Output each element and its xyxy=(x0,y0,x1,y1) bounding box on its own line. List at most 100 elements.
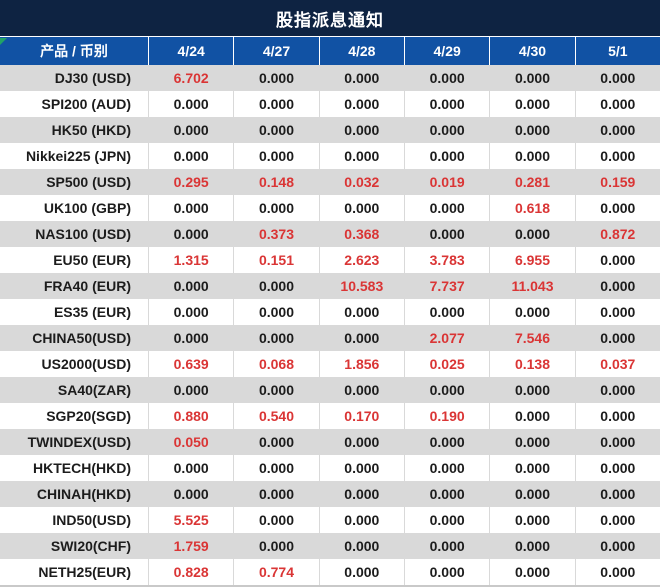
dividend-value-highlighted: 0.068 xyxy=(233,351,318,377)
dividend-value: 0.000 xyxy=(233,455,318,481)
column-header-date: 4/28 xyxy=(318,37,404,65)
dividend-value-highlighted: 0.148 xyxy=(233,169,318,195)
dividend-value: 0.000 xyxy=(318,65,404,91)
table-row: EU50 (EUR) 1.315 0.151 2.623 3.783 6.955 0.000 xyxy=(0,247,660,273)
product-name: IND50(USD) xyxy=(52,512,131,528)
table-row: US2000(USD) 0.639 0.068 1.856 0.025 0.138 0.03… xyxy=(0,351,660,377)
product-name: SPI200 (AUD) xyxy=(41,96,131,112)
dividend-value: 0.000 xyxy=(489,65,574,91)
dividend-value: 0.000 xyxy=(489,143,574,169)
dividend-value: 0.000 xyxy=(403,221,489,247)
dividend-value: 0.000 xyxy=(233,507,318,533)
dividend-value-highlighted: 0.540 xyxy=(233,403,318,429)
dividend-value: 0.000 xyxy=(148,299,233,325)
dividend-value: 0.000 xyxy=(574,195,660,221)
dividend-value-highlighted: 0.170 xyxy=(318,403,404,429)
excel-corner-marker-icon xyxy=(0,38,7,45)
dividend-value: 0.000 xyxy=(489,299,574,325)
dividend-value: 0.000 xyxy=(574,117,660,143)
column-header-date: 4/30 xyxy=(489,37,574,65)
dividend-value-highlighted: 7.546 xyxy=(489,325,574,351)
dividend-value: 0.000 xyxy=(489,221,574,247)
dividend-value-highlighted: 2.623 xyxy=(318,247,404,273)
table-row: ES35 (EUR) 0.000 0.000 0.000 0.000 0.000 0.000 xyxy=(0,299,660,325)
dividend-value-highlighted: 1.759 xyxy=(148,533,233,559)
product-name: ES35 (EUR) xyxy=(53,304,131,320)
dividend-value: 0.000 xyxy=(148,455,233,481)
dividend-value: 0.000 xyxy=(233,533,318,559)
dividend-value: 0.000 xyxy=(489,429,574,455)
dividend-value: 0.000 xyxy=(233,377,318,403)
dividend-value-highlighted: 0.159 xyxy=(574,169,660,195)
dividend-value-highlighted: 0.050 xyxy=(148,429,233,455)
dividend-value-highlighted: 0.032 xyxy=(318,169,404,195)
dividend-value-highlighted: 0.138 xyxy=(489,351,574,377)
dividend-table: 产品 / 币别 4/24 4/27 4/28 4/29 4/30 5/1 DJ30 (USD… xyxy=(0,36,660,585)
panel-title: 股指派息通知 xyxy=(0,0,660,36)
product-name: CHINA50(USD) xyxy=(32,330,131,346)
dividend-value-highlighted: 11.043 xyxy=(489,273,574,299)
dividend-value: 0.000 xyxy=(318,455,404,481)
dividend-value: 0.000 xyxy=(318,533,404,559)
dividend-value: 0.000 xyxy=(574,91,660,117)
dividend-value: 0.000 xyxy=(489,377,574,403)
dividend-value-highlighted: 0.872 xyxy=(574,221,660,247)
table-row: NETH25(EUR) 0.828 0.774 0.000 0.000 0.000 0.00… xyxy=(0,559,660,585)
dividend-value: 0.000 xyxy=(318,559,404,585)
product-name: HKTECH(HKD) xyxy=(33,460,131,476)
dividend-value: 0.000 xyxy=(148,143,233,169)
dividend-value-highlighted: 7.737 xyxy=(403,273,489,299)
dividend-value-highlighted: 0.368 xyxy=(318,221,404,247)
table-row: DJ30 (USD) 6.702 0.000 0.000 0.000 0.000 0.000 xyxy=(0,65,660,91)
dividend-value: 0.000 xyxy=(403,195,489,221)
dividend-value-highlighted: 0.639 xyxy=(148,351,233,377)
dividend-value: 0.000 xyxy=(148,117,233,143)
dividend-value: 0.000 xyxy=(574,299,660,325)
table-header-row: 产品 / 币别 4/24 4/27 4/28 4/29 4/30 5/1 xyxy=(0,36,660,65)
table-row: UK100 (GBP) 0.000 0.000 0.000 0.000 0.618 0.00… xyxy=(0,195,660,221)
dividend-value-highlighted: 5.525 xyxy=(148,507,233,533)
dividend-value: 0.000 xyxy=(574,455,660,481)
table-row: HKTECH(HKD) 0.000 0.000 0.000 0.000 0.000 0.00… xyxy=(0,455,660,481)
dividend-value: 0.000 xyxy=(403,559,489,585)
dividend-value-highlighted: 0.618 xyxy=(489,195,574,221)
dividend-value: 0.000 xyxy=(318,377,404,403)
dividend-value: 0.000 xyxy=(403,377,489,403)
table-row: IND50(USD) 5.525 0.000 0.000 0.000 0.000 0.000 xyxy=(0,507,660,533)
dividend-value: 0.000 xyxy=(574,325,660,351)
product-name: UK100 (GBP) xyxy=(43,200,131,216)
dividend-value: 0.000 xyxy=(318,507,404,533)
dividend-value: 0.000 xyxy=(574,377,660,403)
dividend-value: 0.000 xyxy=(403,507,489,533)
dividend-value: 0.000 xyxy=(233,65,318,91)
product-name: SP500 (USD) xyxy=(46,174,131,190)
product-name: NAS100 (USD) xyxy=(35,226,131,242)
dividend-value: 0.000 xyxy=(318,325,404,351)
dividend-value: 0.000 xyxy=(574,65,660,91)
dividend-value: 0.000 xyxy=(403,455,489,481)
dividend-value-highlighted: 2.077 xyxy=(403,325,489,351)
dividend-value: 0.000 xyxy=(489,481,574,507)
product-name: EU50 (EUR) xyxy=(53,252,131,268)
dividend-value: 0.000 xyxy=(318,117,404,143)
dividend-value: 0.000 xyxy=(574,403,660,429)
table-row: CHINAH(HKD) 0.000 0.000 0.000 0.000 0.000 0.00… xyxy=(0,481,660,507)
dividend-value: 0.000 xyxy=(148,195,233,221)
product-name: SGP20(SGD) xyxy=(46,408,131,424)
dividend-value: 0.000 xyxy=(233,143,318,169)
product-name: CHINAH(HKD) xyxy=(36,486,131,502)
dividend-value: 0.000 xyxy=(574,533,660,559)
dividend-value: 0.000 xyxy=(403,65,489,91)
dividend-value-highlighted: 1.315 xyxy=(148,247,233,273)
table-row: CHINA50(USD) 0.000 0.000 0.000 2.077 7.546 0.0… xyxy=(0,325,660,351)
product-name: TWINDEX(USD) xyxy=(27,434,131,450)
table-row: TWINDEX(USD) 0.050 0.000 0.000 0.000 0.000 0.0… xyxy=(0,429,660,455)
dividend-value-highlighted: 0.281 xyxy=(489,169,574,195)
dividend-value-highlighted: 6.702 xyxy=(148,65,233,91)
dividend-value: 0.000 xyxy=(574,273,660,299)
dividend-value-highlighted: 0.774 xyxy=(233,559,318,585)
table-row: SP500 (USD) 0.295 0.148 0.032 0.019 0.281 0.15… xyxy=(0,169,660,195)
dividend-value: 0.000 xyxy=(233,299,318,325)
dividend-value: 0.000 xyxy=(574,481,660,507)
dividend-value: 0.000 xyxy=(148,221,233,247)
